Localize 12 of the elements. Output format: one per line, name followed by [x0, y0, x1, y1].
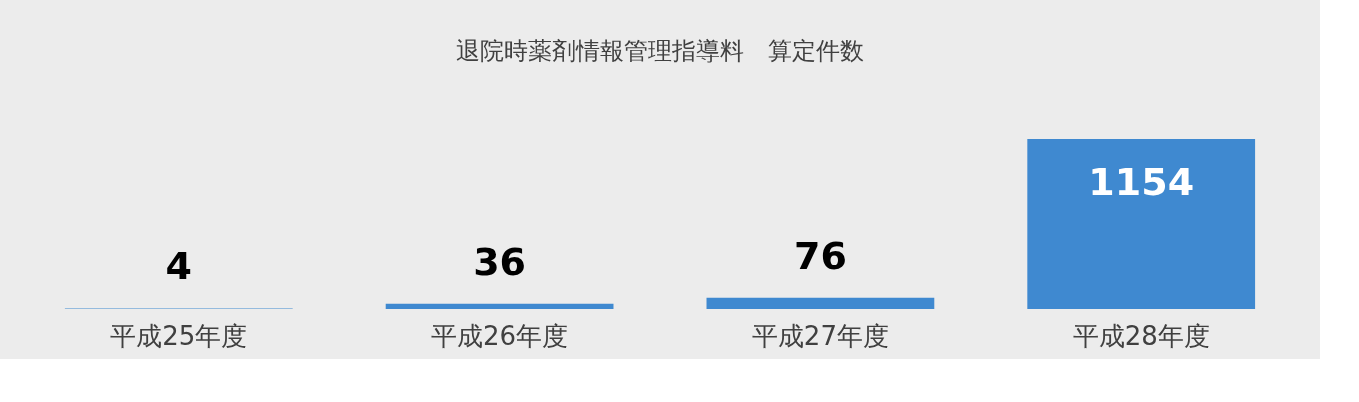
- x-tick-label: 平成26年度: [431, 320, 569, 351]
- data-label: 36: [473, 239, 527, 284]
- bar: [385, 303, 614, 309]
- x-tick-label: 平成25年度: [110, 320, 248, 351]
- bar: [706, 297, 935, 309]
- bar: [1027, 139, 1256, 309]
- data-label: 1154: [1088, 160, 1195, 204]
- data-label: 76: [793, 233, 847, 278]
- data-label: 4: [165, 244, 193, 289]
- x-tick-label: 平成28年度: [1072, 320, 1210, 351]
- x-tick-label: 平成27年度: [751, 320, 889, 351]
- chart-title: 退院時薬剤情報管理指導料 算定件数: [456, 37, 864, 65]
